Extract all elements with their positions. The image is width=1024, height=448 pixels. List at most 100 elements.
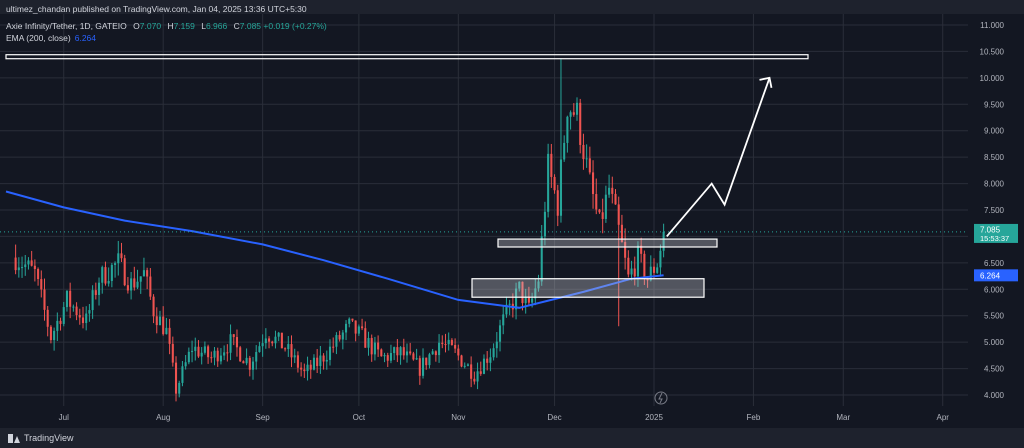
candle-body (40, 279, 43, 290)
candle-body (85, 313, 88, 324)
candle-body (229, 334, 232, 353)
tradingview-brand[interactable]: TradingView (8, 433, 74, 443)
candle-body (46, 309, 49, 327)
candle-body (502, 314, 505, 326)
high-value: 7.159 (173, 21, 195, 31)
candle-body (373, 342, 376, 355)
candle-body (421, 357, 425, 376)
candle-body (652, 266, 656, 273)
candle-body (325, 359, 328, 362)
candle-body (101, 267, 104, 283)
y-tick-label: 4.500 (984, 365, 1005, 374)
candle-body (592, 172, 595, 195)
projection-arrowhead (759, 76, 773, 89)
candle-body (489, 357, 492, 363)
y-tick-label: 10.500 (980, 47, 1005, 56)
candle-body (75, 306, 78, 316)
candle-body (364, 328, 367, 348)
candle-body (611, 187, 614, 194)
candle-body (405, 351, 409, 356)
y-tick-label: 11.000 (980, 21, 1004, 30)
candle-body (633, 268, 636, 277)
candle-body (515, 288, 518, 310)
candle-body (126, 285, 129, 291)
candle-body (630, 268, 633, 275)
candle-body (582, 144, 585, 160)
candle-body (94, 290, 97, 295)
candle-body (69, 290, 72, 307)
candle-body (649, 266, 652, 281)
lightning-icon-bolt (658, 392, 663, 404)
candle-body (357, 326, 360, 334)
candle-body (245, 357, 248, 364)
candle-body (662, 231, 665, 251)
candle-body (136, 281, 139, 288)
candle-body (181, 366, 184, 383)
candle-body (216, 350, 219, 362)
candle-body (296, 355, 299, 368)
candle-body (534, 288, 537, 299)
ema-legend-value: 6.264 (74, 33, 97, 43)
candle-body (306, 364, 309, 372)
candle-body (598, 209, 601, 213)
candle-body (620, 224, 623, 243)
candle-body (174, 362, 178, 394)
candle-body (566, 116, 569, 143)
lightning-icon (654, 391, 668, 405)
candle-body (386, 355, 389, 361)
candle-body (213, 350, 216, 358)
candle-body (268, 338, 271, 342)
candle-body (293, 355, 296, 358)
candle-body (104, 267, 107, 284)
candle-body (550, 153, 553, 177)
candle-body (543, 211, 546, 237)
candle-body (572, 112, 575, 115)
x-tick-label: Sep (256, 413, 271, 422)
candle-body (152, 296, 155, 317)
candle-body (361, 326, 364, 329)
plot-area[interactable] (0, 14, 1024, 428)
y-tick-label: 9.500 (984, 100, 1005, 109)
candle-body (184, 362, 187, 367)
candle-body (348, 318, 351, 324)
candle-body (277, 332, 280, 337)
candle-body (142, 270, 145, 277)
y-tick-label: 8.000 (984, 180, 1005, 189)
y-tick-label: 8.500 (984, 153, 1005, 162)
close-value: 7.085 (239, 21, 262, 31)
ema-line (5, 190, 664, 309)
candle-body (332, 346, 335, 348)
candle-body (27, 260, 30, 265)
candle-body (274, 336, 277, 344)
y-tick-label: 6.500 (984, 259, 1005, 268)
candle-body (133, 278, 136, 288)
x-tick-label: Nov (451, 413, 465, 422)
candle-body (178, 382, 181, 394)
candle-body (316, 357, 319, 367)
candle-body (495, 341, 498, 349)
candle-body (17, 267, 20, 271)
candle-body (255, 352, 258, 362)
ema-badge (974, 269, 1018, 282)
candle-body (200, 352, 203, 357)
candle-body (380, 349, 383, 357)
candle-body (492, 348, 495, 358)
candle-body (569, 112, 572, 117)
candle-body (396, 347, 399, 356)
candle-body (203, 346, 206, 353)
candle-body (309, 364, 312, 370)
y-tick-label: 10.000 (980, 74, 1005, 83)
x-tick-label: 2025 (645, 413, 663, 422)
candle-body (627, 257, 630, 275)
candle-body (479, 371, 482, 374)
candle-body (370, 338, 373, 355)
symbol-name: Axie Infinity/Tether, 1D, GATEIO (6, 21, 127, 31)
candle-body (280, 332, 283, 349)
candle-body (338, 335, 341, 340)
projection-arrow (666, 77, 771, 237)
candle-body (377, 342, 380, 350)
candle-body (450, 339, 453, 346)
candle-body (351, 318, 354, 321)
x-tick-label: Dec (547, 413, 561, 422)
